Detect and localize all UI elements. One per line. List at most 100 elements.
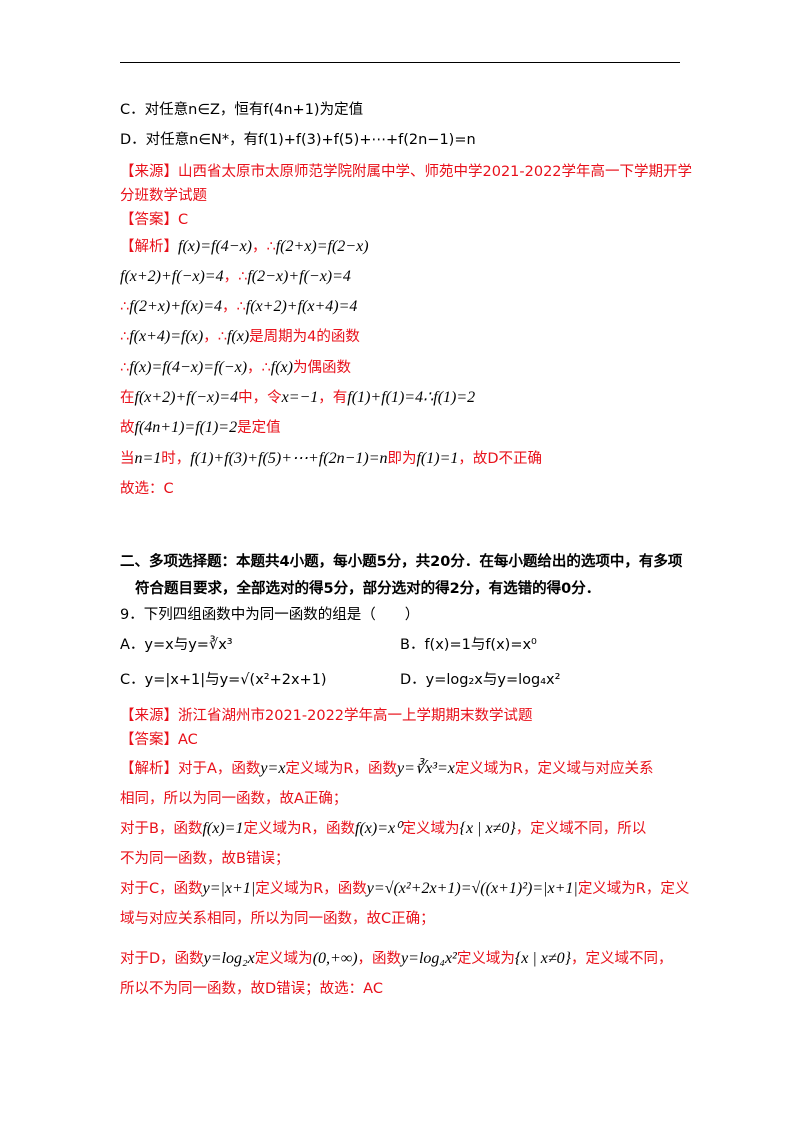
math: f(x+2)+f(−x)=4 xyxy=(134,389,239,406)
text: 域与对应关系相同，所以为同一函数，故C正确； xyxy=(120,911,435,927)
text: ∴ xyxy=(120,299,130,315)
text: 故 xyxy=(120,420,135,436)
math: f(2−x)+f(−x)=4 xyxy=(247,268,351,285)
math: {x | x≠0} xyxy=(459,820,516,837)
text: 在 xyxy=(120,390,135,406)
analysis-line: ∴f(x)=f(4−x)=f(−x)，∴f(x)为偶函数 xyxy=(120,356,351,377)
math: (0,+∞) xyxy=(312,950,358,967)
math: f(x) xyxy=(270,359,293,376)
text: 定义域为R，函数 xyxy=(243,821,356,837)
text: 中，令 xyxy=(238,390,282,406)
text: ∴ xyxy=(120,329,130,345)
text: 【解析】 xyxy=(120,239,178,255)
option: A．y=x与y=∛x³ xyxy=(120,637,233,653)
option: D．对任意n∈N*，有f(1)+f(3)+f(5)+⋯+f(2n−1)=n xyxy=(120,132,476,148)
math: f(x+2)+f(x+4)=4 xyxy=(245,298,358,315)
analysis-line: 对于C，函数y=|x+1|定义域为R，函数y=√(x²+2x+1)=√((x+1… xyxy=(120,877,689,898)
text: 所以不为同一函数，故D错误；故选：AC xyxy=(120,981,383,997)
text: ，∴ xyxy=(223,269,248,285)
analysis-line: 对于B，函数f(x)=1定义域为R，函数f(x)=x⁰定义域为{x | x≠0}… xyxy=(120,817,646,838)
math: f(1)+f(3)+f(5)+⋯+f(2n−1)=n xyxy=(190,450,388,467)
text: 【解析】对于A，函数 xyxy=(120,761,261,777)
text: 时， xyxy=(161,451,191,467)
math: f(1)+f(1)=4∴f(1)=2 xyxy=(347,389,476,406)
text: ，故D不正确 xyxy=(458,451,543,467)
text: 是周期为4的函数 xyxy=(249,329,360,345)
option: D．y=log₂x与y=log₄x² xyxy=(400,672,561,688)
math: y=|x+1| xyxy=(202,880,256,897)
math: f(x+2)+f(−x)=4 xyxy=(120,268,224,285)
math: f(x)=1 xyxy=(202,820,244,837)
text: 不为同一函数，故B错误； xyxy=(120,851,290,867)
math: f(x) xyxy=(226,328,250,345)
source: 分班数学试题 xyxy=(120,188,207,204)
section-heading: 符合题目要求，全部选对的得5分，部分选对的得2分，有选错的得0分． xyxy=(135,581,601,597)
math: f(2+x)+f(x)=4 xyxy=(129,298,223,315)
math: {x | x≠0} xyxy=(514,950,572,967)
analysis-line: 对于D，函数y=log₂x定义域为(0,+∞)，函数y=log₄x²定义域为{x… xyxy=(120,947,673,968)
analysis-line: 当n=1时，f(1)+f(3)+f(5)+⋯+f(2n−1)=n即为f(1)=1… xyxy=(120,447,542,468)
source: 【来源】山西省太原市太原师范学院附属中学、师苑中学2021-2022学年高一下学… xyxy=(120,164,693,180)
source: 【来源】浙江省湖州市2021-2022学年高一上学期期末数学试题 xyxy=(120,708,533,724)
answer: 【答案】AC xyxy=(120,732,198,748)
text: 定义域为 xyxy=(401,821,460,837)
math: f(x)=f(4−x)=f(−x) xyxy=(129,359,248,376)
math: f(2+x)=f(2−x) xyxy=(275,238,369,255)
option: B．f(x)=1与f(x)=x⁰ xyxy=(400,637,537,653)
math: y=√(x²+2x+1)=√((x+1)²)=|x+1| xyxy=(366,880,578,897)
math: f(x+4)=f(x) xyxy=(129,328,204,345)
text: ∴ xyxy=(120,360,130,376)
text: ，∴ xyxy=(252,239,276,255)
section-heading: 二、多项选择题：本题共4小题，每小题5分，共20分．在每小题给出的选项中，有多项 xyxy=(120,554,683,570)
text: ，∴ xyxy=(222,299,246,315)
analysis-line: 域与对应关系相同，所以为同一函数，故C正确； xyxy=(120,907,435,928)
text: ，函数 xyxy=(357,951,402,967)
header-rule xyxy=(120,62,680,63)
text: 为偶函数 xyxy=(292,360,351,376)
math: y=log₂x xyxy=(203,950,255,967)
text: 对于B，函数 xyxy=(120,821,203,837)
text: 相同，所以为同一函数，故A正确； xyxy=(120,791,348,807)
text: 定义域为 xyxy=(254,951,313,967)
text: 定义域为 xyxy=(456,951,515,967)
analysis-line: f(x+2)+f(−x)=4，∴f(2−x)+f(−x)=4 xyxy=(120,265,351,286)
analysis-line: 在f(x+2)+f(−x)=4中，令x=−1，有f(1)+f(1)=4∴f(1)… xyxy=(120,386,475,407)
math: f(x)=f(4−x) xyxy=(178,238,252,255)
math: y=∛x³=x xyxy=(397,760,455,777)
math: x=−1 xyxy=(281,389,319,406)
text: 是定值 xyxy=(237,420,281,436)
math: y=log₄x² xyxy=(401,950,457,967)
math: y=x xyxy=(260,760,286,777)
math: f(1)=1 xyxy=(416,450,459,467)
text: 定义域为R，函数 xyxy=(255,881,367,897)
text: ，定义域不同， xyxy=(571,951,673,967)
text: ，有 xyxy=(318,390,348,406)
text: 当 xyxy=(120,451,135,467)
text: 即为 xyxy=(387,451,417,467)
analysis-line: 故f(4n+1)=f(1)=2是定值 xyxy=(120,416,281,437)
answer: 【答案】C xyxy=(120,212,189,228)
math: f(4n+1)=f(1)=2 xyxy=(134,419,238,436)
text: ，∴ xyxy=(203,329,227,345)
analysis-line: ∴f(x+4)=f(x)，∴f(x)是周期为4的函数 xyxy=(120,325,360,346)
analysis-line: 所以不为同一函数，故D错误；故选：AC xyxy=(120,977,383,998)
text: 定义域为R，定义域与对应关系 xyxy=(454,761,654,777)
math: f(x)=x⁰ xyxy=(355,820,402,837)
math: n=1 xyxy=(134,450,162,467)
analysis-line: 故选：C xyxy=(120,481,174,497)
text: ，∴ xyxy=(247,360,271,376)
text: 对于D，函数 xyxy=(120,951,204,967)
text: 对于C，函数 xyxy=(120,881,203,897)
question-stem: 9．下列四组函数中为同一函数的组是（ ） xyxy=(120,607,420,623)
text: ，定义域不同，所以 xyxy=(515,821,647,837)
analysis-line: 【解析】f(x)=f(4−x)，∴f(2+x)=f(2−x) xyxy=(120,235,369,256)
analysis-line: ∴f(2+x)+f(x)=4，∴f(x+2)+f(x+4)=4 xyxy=(120,295,357,316)
text: 定义域为R，函数 xyxy=(285,761,397,777)
option: C．对任意n∈Z，恒有f(4n+1)为定值 xyxy=(120,102,364,118)
analysis-line: 【解析】对于A，函数y=x定义域为R，函数y=∛x³=x定义域为R，定义域与对应… xyxy=(120,757,653,778)
option: C．y=|x+1|与y=√(x²+2x+1) xyxy=(120,672,327,688)
analysis-line: 相同，所以为同一函数，故A正确； xyxy=(120,787,347,808)
analysis-line: 不为同一函数，故B错误； xyxy=(120,847,289,868)
text: 定义域为R，定义 xyxy=(577,881,690,897)
